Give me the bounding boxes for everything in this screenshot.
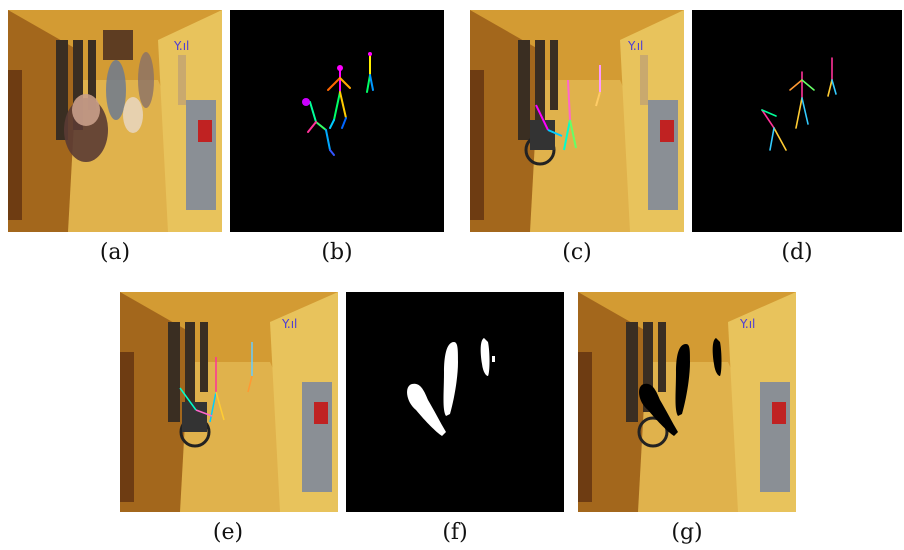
panel-b-skeletons (230, 10, 444, 232)
svg-text:Y.ıl: Y.ıl (281, 317, 297, 331)
corridor-scene-g: Y.ıl (578, 292, 796, 512)
caption-c: (c) (562, 240, 592, 265)
panel-e-corridor-line-overlay: Y.ıl (120, 292, 338, 512)
panel-d-line-skeletons (692, 10, 902, 232)
panel-g-corridor-silhouettes: Y.ıl (578, 292, 796, 512)
panel-c-corridor-skeleton-overlay: Y.ıl (470, 10, 684, 232)
caption-a: (a) (99, 240, 131, 265)
corridor-scene-a: Y.ıl (8, 10, 222, 232)
corridor-scene-e: Y.ıl (120, 292, 338, 512)
caption-d: (d) (781, 240, 813, 265)
mask-overlay-f (407, 338, 495, 436)
panel-f-silhouette-mask (346, 292, 564, 512)
svg-text:Y.ıl: Y.ıl (627, 39, 643, 53)
skeleton-overlay-d (761, 57, 837, 151)
caption-e: (e) (212, 520, 244, 545)
caption-g: (g) (671, 520, 703, 545)
skeleton-overlay-b (302, 52, 374, 156)
caption-b: (b) (321, 240, 353, 265)
caption-f: (f) (442, 520, 468, 545)
panel-a-corridor-blurred: Y.ıl (8, 10, 222, 232)
corridor-scene-c: Y.ıl (470, 10, 684, 232)
svg-text:Y.ıl: Y.ıl (739, 317, 755, 331)
svg-text:Y.ıl: Y.ıl (173, 39, 189, 53)
